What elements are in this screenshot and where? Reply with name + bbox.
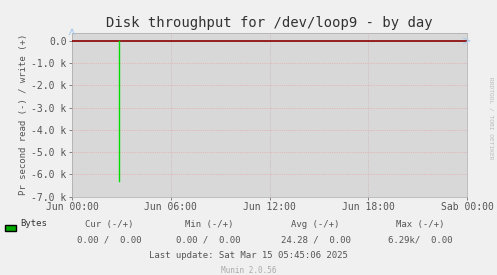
Text: Avg (-/+): Avg (-/+) [291, 220, 340, 229]
Text: Bytes: Bytes [20, 219, 47, 228]
Text: RRDTOOL / TOBI OETIKER: RRDTOOL / TOBI OETIKER [489, 77, 494, 160]
Text: 24.28 /  0.00: 24.28 / 0.00 [281, 236, 350, 244]
Text: 0.00 /  0.00: 0.00 / 0.00 [77, 236, 142, 244]
Y-axis label: Pr second read (-) / write (+): Pr second read (-) / write (+) [19, 34, 28, 196]
Text: Last update: Sat Mar 15 05:45:06 2025: Last update: Sat Mar 15 05:45:06 2025 [149, 251, 348, 260]
Text: Max (-/+): Max (-/+) [396, 220, 444, 229]
Title: Disk throughput for /dev/loop9 - by day: Disk throughput for /dev/loop9 - by day [106, 16, 433, 31]
Text: 6.29k/  0.00: 6.29k/ 0.00 [388, 236, 452, 244]
Text: 0.00 /  0.00: 0.00 / 0.00 [176, 236, 241, 244]
Text: Munin 2.0.56: Munin 2.0.56 [221, 266, 276, 275]
Text: Min (-/+): Min (-/+) [184, 220, 233, 229]
Text: Cur (-/+): Cur (-/+) [85, 220, 134, 229]
